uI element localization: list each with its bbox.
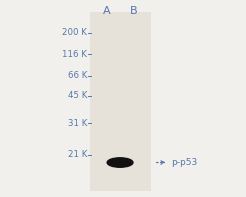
Bar <box>90 12 151 191</box>
Text: 45 K: 45 K <box>68 91 87 100</box>
Ellipse shape <box>107 158 133 167</box>
Text: 31 K: 31 K <box>68 119 87 128</box>
Text: 21 K: 21 K <box>68 150 87 159</box>
Text: 200 K: 200 K <box>62 28 87 37</box>
Text: 116 K: 116 K <box>62 50 87 59</box>
Text: B: B <box>130 6 138 16</box>
Text: 66 K: 66 K <box>68 71 87 80</box>
Text: A: A <box>103 6 111 16</box>
Text: p-p53: p-p53 <box>171 158 197 167</box>
